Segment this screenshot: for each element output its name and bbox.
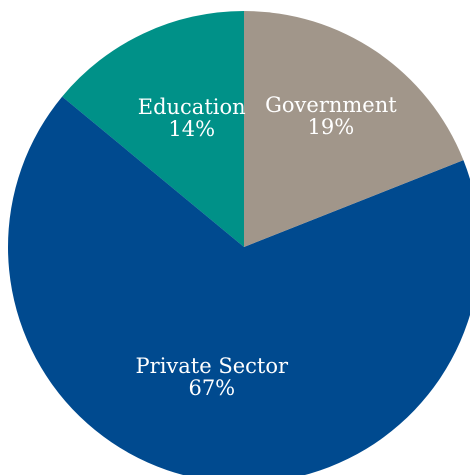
pie-slice-education	[62, 11, 244, 247]
slice-percent-government: 19%	[308, 115, 355, 139]
slice-label-private-sector: Private Sector	[136, 354, 289, 378]
slice-percent-private-sector: 67%	[188, 376, 235, 400]
pie-slice-private-sector	[8, 96, 470, 475]
slice-label-government: Government	[265, 93, 397, 117]
slice-percent-education: 14%	[168, 117, 215, 141]
pie-slice-government	[244, 10, 464, 248]
pie-slices	[8, 10, 470, 475]
slice-label-education: Education	[138, 95, 246, 119]
